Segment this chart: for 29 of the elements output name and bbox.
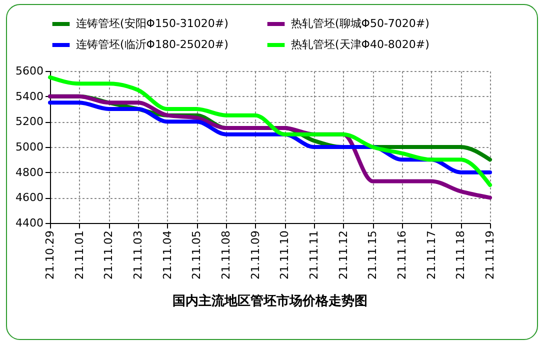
text: 国内主流地区管坯市场价格走势图 (172, 292, 368, 309)
legend-label: 连铸管坯(安阳Φ150-31020#) (76, 17, 228, 30)
x-tick-label: 21.11.10 (278, 230, 292, 280)
x-tick-label: 21.11.16 (396, 230, 408, 280)
y-tick-label: 5600 (16, 64, 44, 78)
line-series (48, 75, 492, 187)
y-tick-label: 5000 (16, 140, 44, 154)
y-tick-label: 4800 (16, 166, 44, 179)
x-tick-label: 21.11.12 (336, 230, 350, 280)
x-tick-label: 21.11.02 (102, 230, 116, 280)
x-tick-label: 21.11.08 (220, 230, 232, 280)
y-tick-label: 4600 (16, 191, 44, 204)
x-tick-label: 21.11.05 (190, 230, 204, 280)
x-tick-label: 21.11.15 (366, 230, 380, 280)
x-tick-label: 21.10.29 (44, 230, 56, 280)
y-tick-label: 5400 (16, 90, 44, 103)
x-tick-label: 21.11.04 (160, 230, 174, 280)
x-tick-label: 21.11.01 (72, 230, 86, 280)
x-tick-label: 21.11.17 (424, 230, 438, 280)
x-tick-label: 21.11.11 (308, 230, 320, 280)
x-tick-label: 21.11.03 (132, 230, 144, 280)
legend-label: 热轧管坯(天津Φ40-8020#) (291, 38, 430, 51)
legend-label: 连铸管坯(临沂Φ180-25020#) (76, 38, 228, 51)
y-tick-label: 5200 (16, 115, 44, 128)
x-tick-label: 21.11.09 (248, 230, 262, 280)
legend-label: 热轧管坯(聊城Φ50-7020#) (291, 17, 430, 30)
y-tick-label: 4400 (16, 216, 44, 230)
x-tick-label: 21.11.18 (454, 230, 468, 280)
x-tick-label: 21.11.19 (484, 230, 496, 280)
